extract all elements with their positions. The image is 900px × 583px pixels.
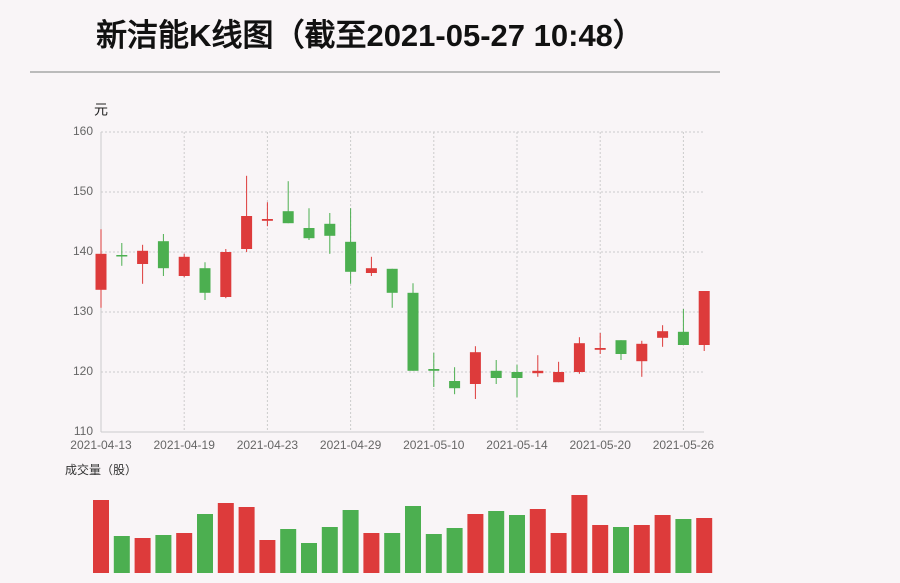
candle-body bbox=[677, 331, 689, 345]
x-tick-label: 2021-05-14 bbox=[486, 438, 548, 452]
volume-bar bbox=[238, 507, 255, 573]
candle-body bbox=[282, 211, 294, 224]
candle-body bbox=[511, 372, 523, 378]
candle-body bbox=[532, 370, 544, 374]
volume-bar bbox=[113, 536, 130, 573]
volume-bar bbox=[176, 533, 193, 573]
candle-body bbox=[241, 216, 253, 249]
volume-bar bbox=[696, 518, 713, 573]
volume-bar bbox=[446, 528, 463, 573]
candle-body bbox=[157, 241, 169, 269]
volume-bar bbox=[488, 511, 505, 573]
volume-bar bbox=[405, 506, 421, 573]
candle-body bbox=[199, 268, 211, 293]
candle-body bbox=[220, 252, 232, 297]
x-tick-label: 2021-05-26 bbox=[653, 438, 715, 452]
volume-bar bbox=[301, 543, 317, 573]
volume-bar bbox=[633, 525, 650, 573]
y-tick-label: 110 bbox=[74, 424, 93, 438]
candle-body bbox=[137, 250, 149, 264]
candle-body bbox=[365, 268, 377, 273]
volume-bar bbox=[197, 514, 213, 573]
x-tick-label: 2021-04-29 bbox=[320, 438, 382, 452]
candle-body bbox=[490, 370, 502, 378]
volume-bar bbox=[675, 519, 692, 573]
x-tick-label: 2021-04-13 bbox=[70, 438, 132, 452]
volume-bar bbox=[571, 495, 588, 573]
volume-bar bbox=[529, 509, 546, 573]
candle-body bbox=[636, 343, 648, 362]
candle-body bbox=[261, 219, 273, 221]
volume-label: 成交量（股） bbox=[65, 462, 137, 477]
y-tick-label: 150 bbox=[73, 184, 93, 198]
volume-bar bbox=[93, 500, 109, 573]
volume-bar bbox=[550, 533, 567, 573]
candle-body bbox=[178, 256, 190, 276]
candle-body bbox=[615, 340, 627, 354]
candle-body bbox=[469, 352, 481, 384]
x-tick-label: 2021-04-23 bbox=[237, 438, 299, 452]
volume-bar bbox=[134, 538, 151, 573]
candle-body bbox=[553, 372, 565, 383]
volume-bar bbox=[217, 503, 234, 573]
y-tick-label: 140 bbox=[73, 244, 93, 258]
candle-body bbox=[428, 369, 440, 371]
volume-bar bbox=[363, 533, 380, 573]
volume-bar bbox=[654, 515, 671, 573]
volume-bar bbox=[384, 533, 401, 573]
candle-body bbox=[594, 348, 606, 350]
chart-title: 新洁能K线图（截至2021-05-27 10:48） bbox=[96, 18, 644, 53]
volume-bar bbox=[342, 510, 359, 573]
volume-bar bbox=[259, 540, 276, 573]
y-tick-label: 120 bbox=[73, 364, 93, 378]
candle-body bbox=[698, 291, 710, 345]
x-tick-label: 2021-05-10 bbox=[403, 438, 465, 452]
y-tick-label: 130 bbox=[73, 304, 93, 318]
candle-body bbox=[386, 268, 398, 293]
candle-body bbox=[324, 223, 336, 236]
volume-bar bbox=[613, 527, 629, 573]
volume-bar bbox=[425, 534, 442, 573]
candle-body bbox=[657, 331, 669, 338]
volume-bar bbox=[509, 515, 525, 573]
volume-bar bbox=[280, 529, 297, 573]
volume-bar bbox=[155, 535, 172, 573]
candle-body bbox=[345, 241, 357, 272]
candle-body bbox=[573, 343, 585, 372]
y-unit: 元 bbox=[94, 102, 108, 118]
y-tick-label: 160 bbox=[73, 124, 93, 138]
x-tick-label: 2021-05-20 bbox=[570, 438, 632, 452]
candle-body bbox=[303, 228, 315, 239]
candle-body bbox=[449, 381, 461, 389]
volume-bar bbox=[467, 514, 484, 573]
x-tick-label: 2021-04-19 bbox=[154, 438, 216, 452]
candle-body bbox=[95, 253, 107, 290]
volume-bar bbox=[592, 525, 609, 573]
candle-body bbox=[116, 255, 128, 257]
volume-bar bbox=[321, 527, 338, 573]
candle-body bbox=[407, 292, 419, 371]
